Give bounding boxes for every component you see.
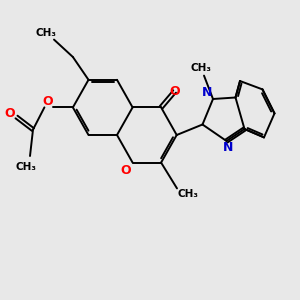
Text: O: O	[43, 95, 53, 108]
Text: CH₃: CH₃	[15, 162, 36, 172]
Text: CH₃: CH₃	[177, 189, 198, 200]
Text: CH₃: CH₃	[190, 63, 212, 74]
Text: N: N	[202, 86, 212, 99]
Text: CH₃: CH₃	[35, 28, 56, 38]
Text: O: O	[121, 164, 131, 178]
Text: O: O	[169, 85, 180, 98]
Text: N: N	[223, 141, 233, 154]
Text: O: O	[4, 107, 15, 120]
